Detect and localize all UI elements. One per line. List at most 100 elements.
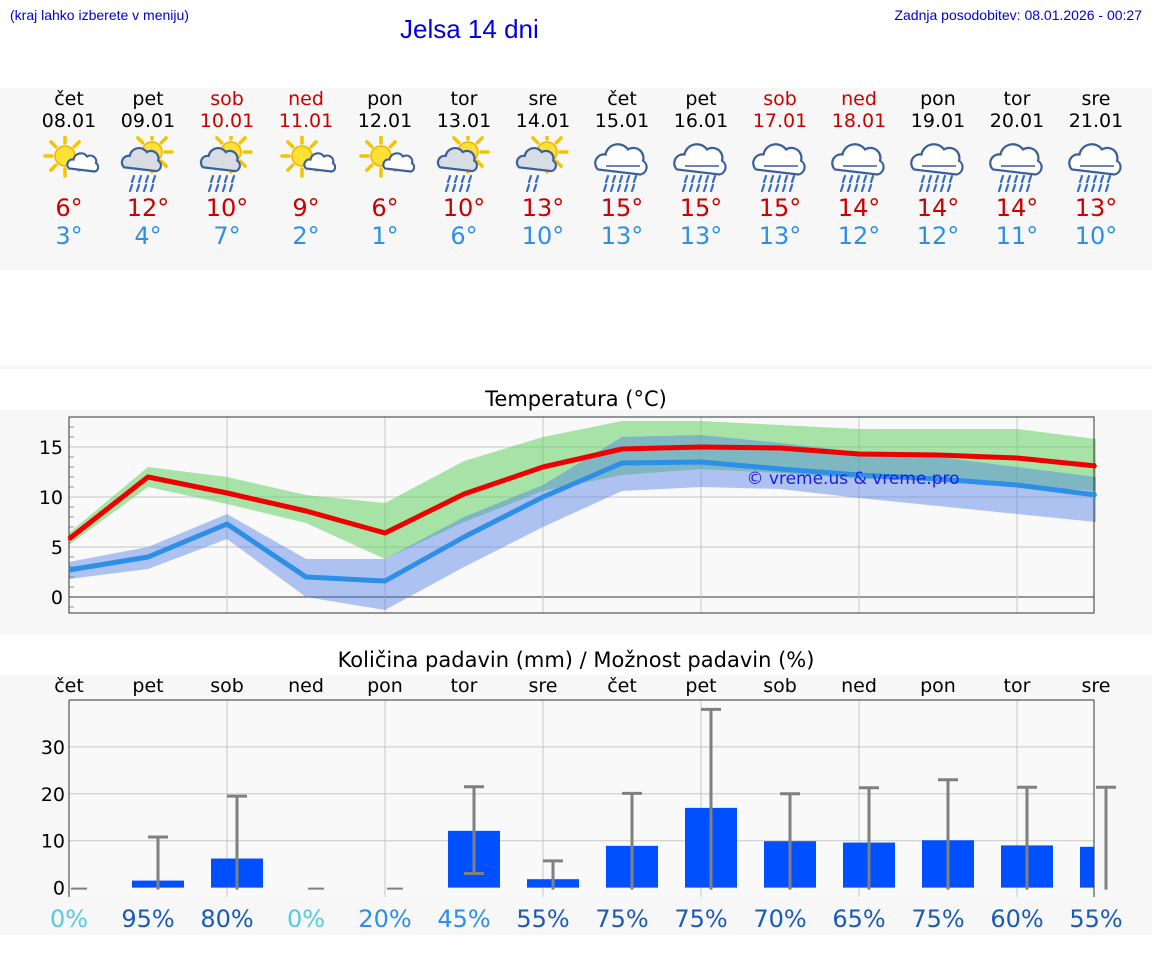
day-date: 12.01: [357, 110, 413, 132]
min-temp: 4°: [134, 222, 162, 250]
day-date: 10.01: [199, 110, 255, 132]
cloud-rain-icon: [673, 143, 727, 192]
day-date: 18.01: [831, 110, 887, 132]
watermark: © vreme.us & vreme.pro: [746, 469, 959, 489]
min-temp-line: [68, 459, 1097, 584]
min-temp-point: [384, 580, 386, 582]
day-column: sre 14.01 13° 10°: [503, 88, 583, 250]
page-title: Jelsa 14 dni: [400, 14, 539, 44]
min-temp-point: [226, 523, 228, 525]
day-date: 11.01: [278, 110, 334, 132]
day-column: sob 17.01 15° 13°: [740, 88, 820, 250]
max-temp-point: [305, 510, 307, 512]
x-category-label: pon: [367, 675, 403, 697]
min-temp: 3°: [55, 222, 83, 250]
max-temp-point: [1016, 457, 1018, 459]
daily-forecast: čet 08.01 6° 3° pet 09.01 12° 4° sob 10.01 10° 7° ne…: [0, 88, 1152, 270]
day-column: tor 20.01 14° 11°: [977, 88, 1057, 250]
sun-cloud-rain-icon: [199, 136, 253, 192]
cloud-rain-icon: [752, 143, 806, 192]
min-temp: 13°: [600, 222, 644, 250]
x-category-label: sre: [529, 675, 558, 697]
sun-cloud-icon: [359, 136, 415, 178]
y-tick-label: 0: [51, 587, 63, 609]
min-temp: 12°: [916, 222, 960, 250]
day-date: 13.01: [436, 110, 492, 132]
min-range-band: [69, 435, 1096, 610]
day-name: ned: [841, 88, 877, 110]
max-temp: 10°: [205, 194, 249, 222]
max-temp-point: [463, 493, 465, 495]
max-temp-point: [226, 492, 228, 494]
min-temp: 12°: [837, 222, 881, 250]
day-name: pon: [920, 88, 956, 110]
day-date: 19.01: [910, 110, 966, 132]
precipitation-probability: 0%: [50, 905, 88, 933]
min-temp: 1°: [371, 222, 399, 250]
precipitation-probability: 0%: [287, 905, 325, 933]
precipitation-probability: 80%: [200, 905, 253, 933]
min-temp: 13°: [679, 222, 723, 250]
day-name: tor: [1003, 88, 1031, 110]
day-column: čet 15.01 15° 13°: [582, 88, 662, 250]
day-name: sob: [763, 88, 797, 110]
min-temp-point: [147, 556, 149, 558]
day-column: čet 08.01 6° 3°: [29, 88, 109, 250]
max-temp-point: [858, 453, 860, 455]
min-temp: 7°: [213, 222, 241, 250]
day-name: sre: [528, 88, 558, 110]
max-temp-point: [542, 466, 544, 468]
x-category-label: sre: [1082, 675, 1111, 697]
x-category-label: ned: [288, 675, 324, 697]
cloud-rain-icon: [989, 143, 1043, 192]
max-temp: 14°: [995, 194, 1039, 222]
x-category-label: čet: [54, 675, 84, 697]
precipitation-probability: 65%: [832, 905, 885, 933]
day-date: 20.01: [989, 110, 1045, 132]
x-category-label: sob: [763, 675, 797, 697]
sun-cloud-icon: [280, 136, 336, 178]
max-temp: 14°: [916, 194, 960, 222]
min-temp-point: [779, 468, 781, 470]
max-temp: 6°: [55, 194, 83, 222]
divider: [0, 365, 1152, 369]
day-name: sob: [210, 88, 244, 110]
day-date: 09.01: [120, 110, 176, 132]
min-temp-point: [700, 461, 702, 463]
precipitation-probability: 70%: [753, 905, 806, 933]
day-column: pon 12.01 6° 1°: [345, 88, 425, 250]
day-name: čet: [607, 88, 637, 110]
max-temp: 14°: [837, 194, 881, 222]
precipitation-probability: 95%: [121, 905, 174, 933]
y-tick-label: 15: [39, 437, 63, 459]
day-date: 17.01: [752, 110, 808, 132]
max-temp-point: [1095, 465, 1097, 467]
max-range-band: [69, 421, 1096, 559]
sun-cloud-rain-icon: [436, 136, 490, 192]
max-temp-point: [937, 454, 939, 456]
min-temp: 13°: [758, 222, 802, 250]
min-temp: 6°: [450, 222, 478, 250]
precipitation-probability: 20%: [358, 905, 411, 933]
min-temp-point: [1016, 484, 1018, 486]
day-date: 16.01: [673, 110, 729, 132]
precipitation-probability: 60%: [990, 905, 1043, 933]
min-temp-point: [305, 576, 307, 578]
max-temp: 6°: [371, 194, 399, 222]
day-column: pon 19.01 14° 12°: [898, 88, 978, 250]
precipitation-chart: 0 10 20 30 čet pet sob ned pon tor sre čet pet sob ned…: [41, 675, 1123, 933]
day-name: pet: [685, 88, 717, 110]
min-temp-point: [621, 462, 623, 464]
max-temp-point: [384, 532, 386, 534]
last-updated: Zadnja posodobitev: 08.01.2026 - 00:27: [894, 7, 1142, 23]
max-temp: 15°: [679, 194, 723, 222]
day-date: 14.01: [515, 110, 571, 132]
location-hint: (kraj lahko izberete v meniju): [10, 7, 189, 23]
cloud-rain-icon: [910, 143, 964, 192]
max-temp: 15°: [600, 194, 644, 222]
day-name: tor: [450, 88, 478, 110]
max-temp-point: [621, 448, 623, 450]
max-temp: 13°: [521, 194, 565, 222]
day-name: čet: [54, 88, 84, 110]
day-name: ned: [288, 88, 324, 110]
